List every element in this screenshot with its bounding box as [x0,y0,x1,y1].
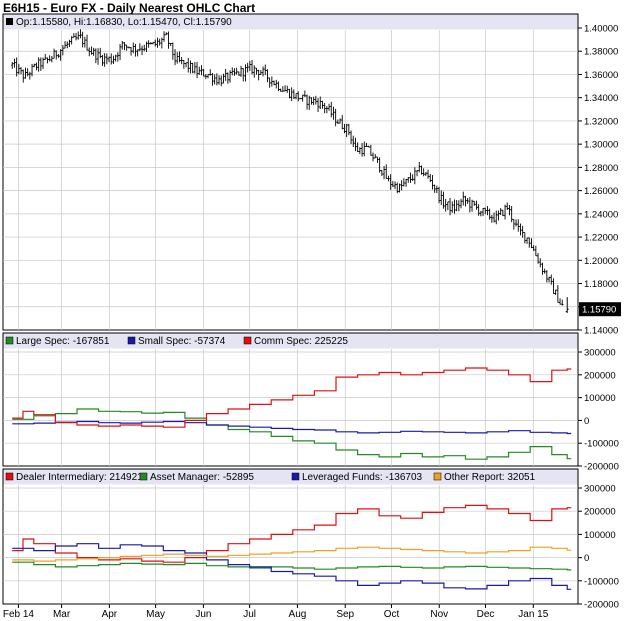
chart-title: E6H15 - Euro FX - Daily Nearest OHLC Cha… [3,1,256,15]
x-tick-label: Dec [477,609,495,620]
series-line-comm-spec [12,367,572,428]
x-tick-label: Feb 14 [3,609,35,620]
last-price-label: 1.15790 [582,305,616,316]
series-line-large-spec [12,408,572,460]
y-tick-label: 200000 [584,370,616,381]
y-tick-label: 300000 [584,484,616,495]
y-tick-label: 100000 [584,393,616,404]
legend-swatch [139,472,148,481]
legend-swatch [5,336,14,345]
legend-label: Dealer Intermediary: 214921 [16,472,143,483]
y-tick-label: 1.36000 [584,70,618,81]
x-tick-label: Aug [289,609,307,620]
x-tick-label: Sep [336,609,354,620]
y-tick-label: -100000 [584,576,619,587]
y-tick-label: 0 [584,553,589,564]
x-tick-label: Nov [430,609,448,620]
y-tick-label: 1.18000 [584,279,618,290]
series-line-asset-manager [12,561,572,571]
y-tick-label: 1.32000 [584,116,618,127]
legend-label: Other Report: 32051 [444,472,536,483]
y-tick-label: 200000 [584,507,616,518]
series-line-leveraged-funds [12,543,572,590]
y-tick-label: 1.20000 [584,256,618,267]
x-tick-label: Oct [384,609,400,620]
panel-frame [2,13,579,331]
y-tick-label: 1.14000 [584,326,618,337]
y-tick-label: 1.40000 [584,24,618,35]
y-tick-label: 1.22000 [584,233,618,244]
y-tick-label: 1.24000 [584,209,618,220]
y-tick-label: -200000 [584,600,619,611]
legend-swatch [6,18,13,25]
last-price-box [579,302,621,317]
panel-frame [2,468,579,605]
x-tick-label: Apr [102,609,118,620]
panel-header-bar [3,333,578,349]
y-tick-label: 1.30000 [584,140,618,151]
series-line-other-report [12,546,572,562]
y-tick-label: -200000 [584,462,619,473]
y-tick-label: 1.26000 [584,186,618,197]
legend-swatch [127,336,136,345]
panel-header-bar [3,14,578,30]
x-tick-label: Jul [243,609,256,620]
y-tick-label: 1.28000 [584,163,618,174]
x-tick-label: Jun [195,609,211,620]
ohlc-bars [10,29,564,306]
y-tick-label: 1.38000 [584,47,618,58]
x-tick-label: May [146,609,165,620]
legend-swatch [5,472,14,481]
legend-label: Leveraged Funds: -136703 [302,472,423,483]
x-tick-label: Mar [53,609,71,620]
y-tick-label: -100000 [584,439,619,450]
y-tick-label: 1.34000 [584,93,618,104]
legend-label: Asset Manager: -52895 [150,472,254,483]
series-line-small-spec [12,420,572,435]
ohlc-legend-text: Op:1.15580, Hi:1.16830, Lo:1.15470, Cl:1… [16,17,232,28]
legend-label: Small Spec: -57374 [138,336,226,347]
y-tick-label: 0 [584,416,589,427]
legend-swatch [291,472,300,481]
y-tick-label: 300000 [584,348,616,359]
legend-label: Comm Spec: 225225 [254,336,348,347]
legend-swatch [243,336,252,345]
x-tick-label: Jan 15 [518,609,548,620]
legend-label: Large Spec: -167851 [16,336,110,347]
y-tick-label: 100000 [584,530,616,541]
legend-swatch [433,472,442,481]
